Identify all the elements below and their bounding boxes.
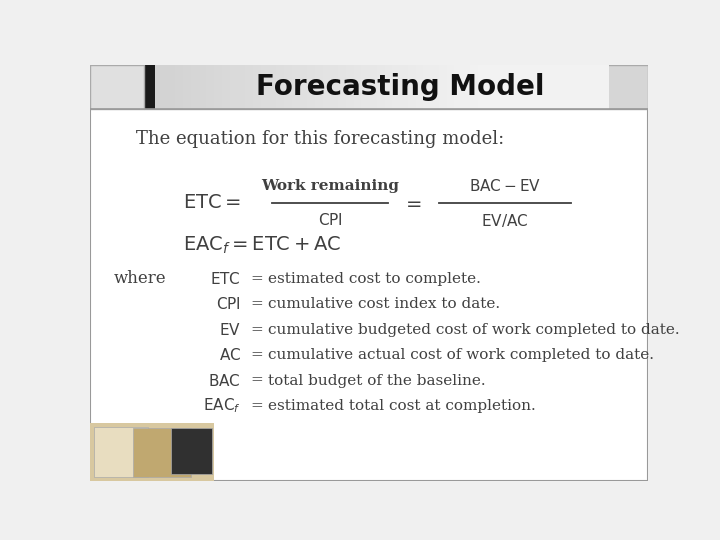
Text: $\mathrm{EAC}_f$: $\mathrm{EAC}_f$ xyxy=(203,396,241,415)
FancyBboxPatch shape xyxy=(315,65,323,110)
Text: $\mathrm{EAC}_f = \mathrm{ETC} + \mathrm{AC}$: $\mathrm{EAC}_f = \mathrm{ETC} + \mathrm… xyxy=(183,235,341,256)
FancyBboxPatch shape xyxy=(199,65,206,110)
FancyBboxPatch shape xyxy=(594,65,601,110)
FancyBboxPatch shape xyxy=(168,65,175,110)
FancyBboxPatch shape xyxy=(384,65,392,110)
Text: $\mathrm{BAC}$: $\mathrm{BAC}$ xyxy=(208,373,241,388)
FancyBboxPatch shape xyxy=(477,65,485,110)
FancyBboxPatch shape xyxy=(539,65,547,110)
FancyBboxPatch shape xyxy=(508,65,516,110)
Text: estimated cost to complete.: estimated cost to complete. xyxy=(269,272,481,286)
FancyBboxPatch shape xyxy=(469,65,477,110)
FancyBboxPatch shape xyxy=(400,65,408,110)
FancyBboxPatch shape xyxy=(144,65,152,110)
FancyBboxPatch shape xyxy=(206,65,214,110)
FancyBboxPatch shape xyxy=(493,65,500,110)
FancyBboxPatch shape xyxy=(377,65,384,110)
FancyBboxPatch shape xyxy=(307,65,315,110)
Text: =: = xyxy=(251,348,263,362)
Text: $\mathrm{EV}$: $\mathrm{EV}$ xyxy=(219,322,241,338)
FancyBboxPatch shape xyxy=(191,65,199,110)
FancyBboxPatch shape xyxy=(446,65,454,110)
Text: Work remaining: Work remaining xyxy=(261,179,400,193)
Text: where: where xyxy=(113,271,166,287)
FancyBboxPatch shape xyxy=(578,65,586,110)
FancyBboxPatch shape xyxy=(330,65,338,110)
FancyBboxPatch shape xyxy=(90,423,214,481)
FancyBboxPatch shape xyxy=(276,65,284,110)
FancyBboxPatch shape xyxy=(160,65,168,110)
Text: cumulative cost index to date.: cumulative cost index to date. xyxy=(269,297,500,311)
Text: =: = xyxy=(251,374,263,388)
Text: =: = xyxy=(251,323,263,336)
FancyBboxPatch shape xyxy=(346,65,354,110)
FancyBboxPatch shape xyxy=(369,65,377,110)
Text: $=$: $=$ xyxy=(402,194,422,212)
FancyBboxPatch shape xyxy=(454,65,462,110)
Text: $\mathrm{EV/AC}$: $\mathrm{EV/AC}$ xyxy=(481,212,528,229)
FancyBboxPatch shape xyxy=(570,65,578,110)
Text: =: = xyxy=(251,272,263,286)
FancyBboxPatch shape xyxy=(292,65,300,110)
Text: cumulative actual cost of work completed to date.: cumulative actual cost of work completed… xyxy=(269,348,654,362)
FancyBboxPatch shape xyxy=(431,65,438,110)
Text: Forecasting Model: Forecasting Model xyxy=(256,73,544,101)
FancyBboxPatch shape xyxy=(183,65,191,110)
FancyBboxPatch shape xyxy=(230,65,238,110)
FancyBboxPatch shape xyxy=(586,65,594,110)
FancyBboxPatch shape xyxy=(438,65,446,110)
FancyBboxPatch shape xyxy=(300,65,307,110)
FancyBboxPatch shape xyxy=(338,65,346,110)
FancyBboxPatch shape xyxy=(222,65,230,110)
FancyBboxPatch shape xyxy=(90,65,144,110)
FancyBboxPatch shape xyxy=(408,65,415,110)
Text: The equation for this forecasting model:: The equation for this forecasting model: xyxy=(137,130,505,148)
FancyBboxPatch shape xyxy=(516,65,524,110)
FancyBboxPatch shape xyxy=(284,65,292,110)
FancyBboxPatch shape xyxy=(423,65,431,110)
Text: $\mathrm{CPI}$: $\mathrm{CPI}$ xyxy=(318,212,343,228)
FancyBboxPatch shape xyxy=(261,65,269,110)
FancyBboxPatch shape xyxy=(485,65,493,110)
FancyBboxPatch shape xyxy=(152,65,160,110)
FancyBboxPatch shape xyxy=(555,65,563,110)
FancyBboxPatch shape xyxy=(524,65,532,110)
FancyBboxPatch shape xyxy=(214,65,222,110)
FancyBboxPatch shape xyxy=(563,65,570,110)
FancyBboxPatch shape xyxy=(144,65,155,110)
Polygon shape xyxy=(132,428,191,477)
Text: total budget of the baseline.: total budget of the baseline. xyxy=(269,374,486,388)
FancyBboxPatch shape xyxy=(253,65,261,110)
FancyBboxPatch shape xyxy=(462,65,469,110)
FancyBboxPatch shape xyxy=(175,65,183,110)
FancyBboxPatch shape xyxy=(361,65,369,110)
FancyBboxPatch shape xyxy=(238,65,245,110)
Text: $\mathrm{AC}$: $\mathrm{AC}$ xyxy=(219,347,241,363)
Text: $\mathrm{ETC}$: $\mathrm{ETC}$ xyxy=(210,271,241,287)
FancyBboxPatch shape xyxy=(547,65,555,110)
Text: =: = xyxy=(251,399,263,413)
FancyBboxPatch shape xyxy=(601,65,609,110)
Text: =: = xyxy=(251,297,263,311)
FancyBboxPatch shape xyxy=(354,65,361,110)
FancyBboxPatch shape xyxy=(532,65,539,110)
FancyBboxPatch shape xyxy=(500,65,508,110)
FancyBboxPatch shape xyxy=(90,65,648,481)
Text: $\mathrm{ETC} =$: $\mathrm{ETC} =$ xyxy=(183,194,241,212)
FancyBboxPatch shape xyxy=(392,65,400,110)
Text: cumulative budgeted cost of work completed to date.: cumulative budgeted cost of work complet… xyxy=(269,323,680,336)
Text: estimated total cost at completion.: estimated total cost at completion. xyxy=(269,399,536,413)
Text: $\mathrm{CPI}$: $\mathrm{CPI}$ xyxy=(216,296,241,312)
Polygon shape xyxy=(94,427,148,477)
FancyBboxPatch shape xyxy=(269,65,276,110)
FancyBboxPatch shape xyxy=(415,65,423,110)
FancyBboxPatch shape xyxy=(144,65,648,110)
Text: $\mathrm{BAC} - \mathrm{EV}$: $\mathrm{BAC} - \mathrm{EV}$ xyxy=(469,178,541,194)
Polygon shape xyxy=(171,428,212,475)
FancyBboxPatch shape xyxy=(245,65,253,110)
FancyBboxPatch shape xyxy=(323,65,330,110)
